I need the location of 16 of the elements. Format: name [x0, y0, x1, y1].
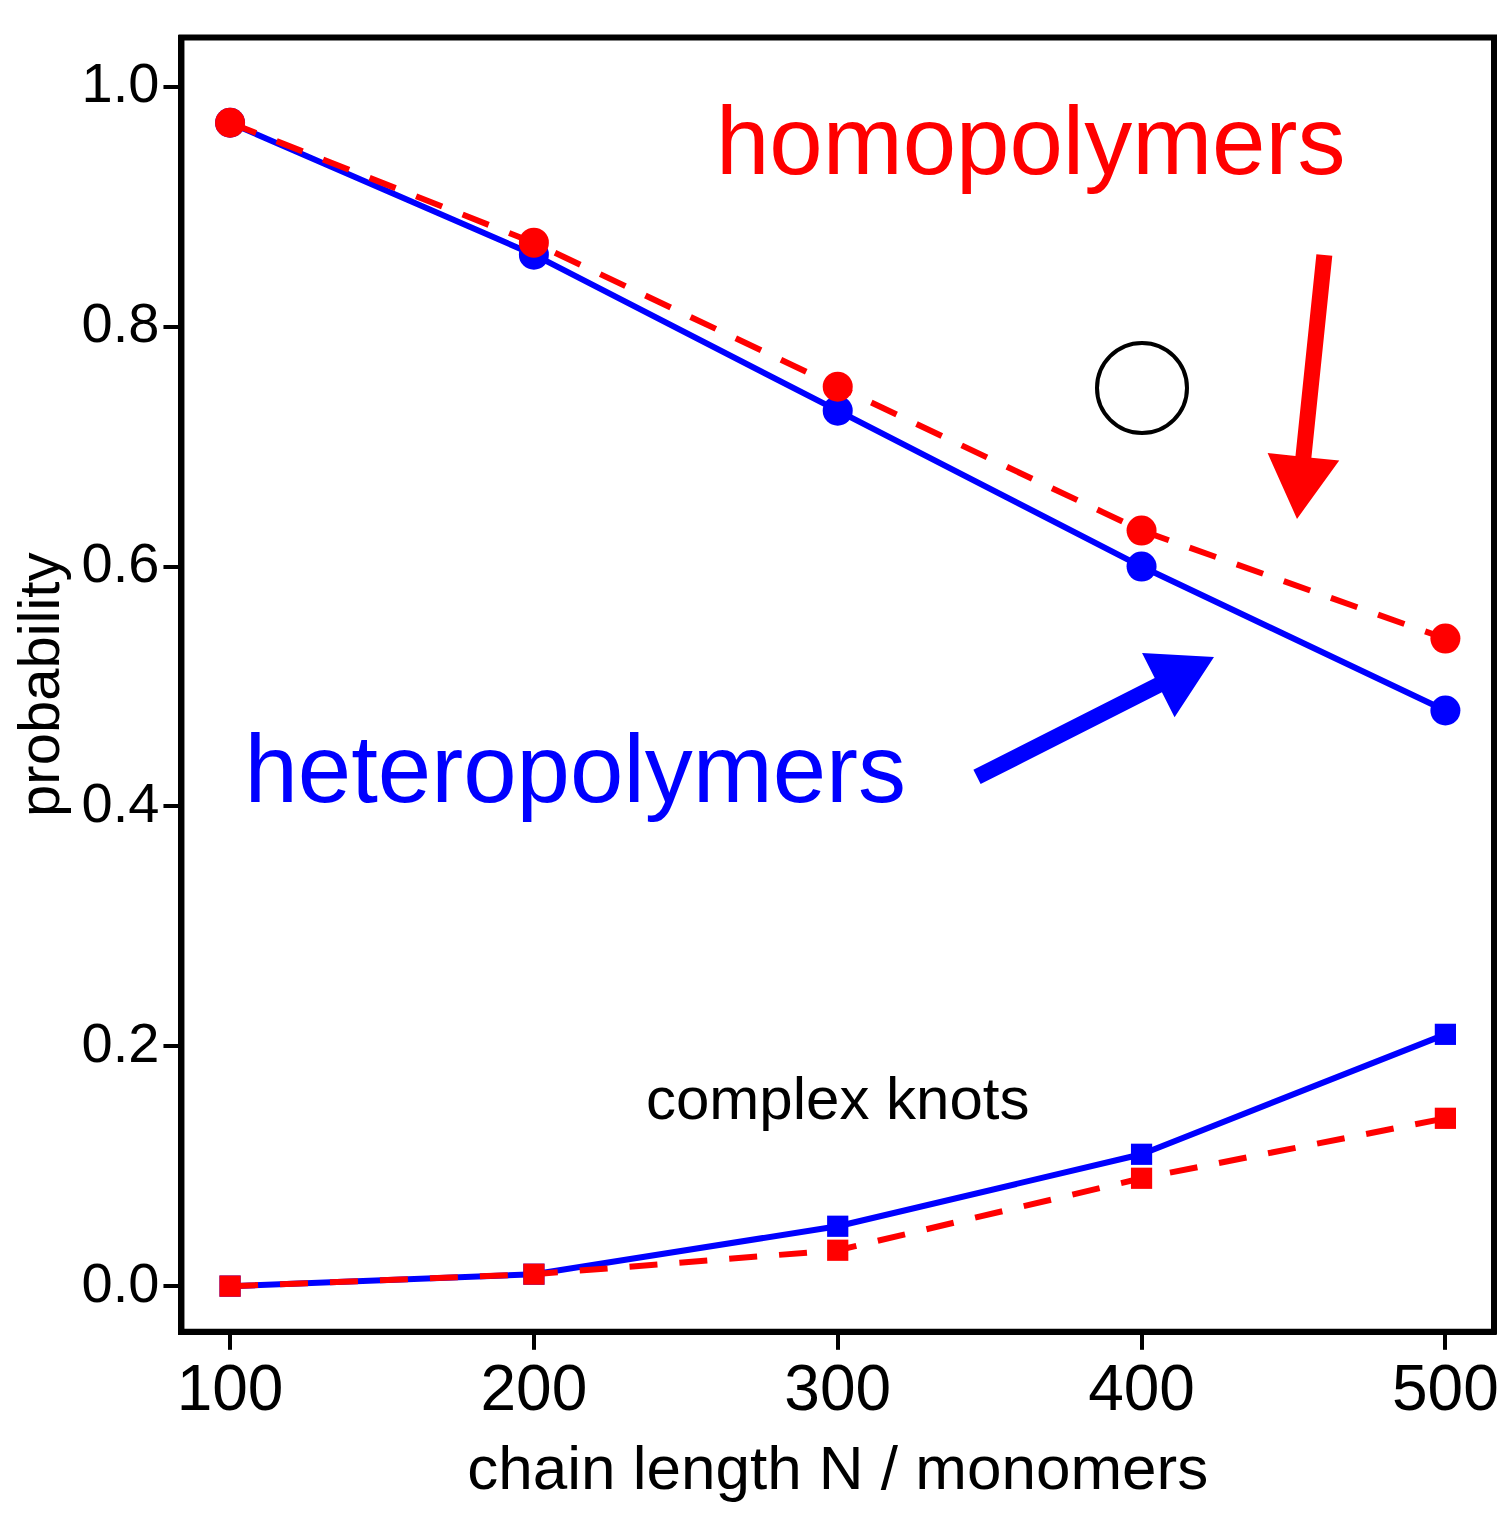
x-tick-label: 200	[480, 1351, 588, 1424]
y-tick-label: 0.8	[81, 291, 160, 355]
y-tick-label: 0.6	[81, 530, 160, 594]
x-tick-label: 100	[176, 1351, 284, 1424]
y-tick-label: 0.2	[81, 1010, 160, 1074]
y-tick-label: 0.0	[81, 1250, 160, 1314]
annotation: complex knots	[645, 1065, 1030, 1133]
x-tick-label: 300	[784, 1351, 892, 1424]
y-axis-title: probability	[5, 552, 71, 817]
x-tick-label: 400	[1088, 1351, 1195, 1424]
y-tick-label: 1.0	[81, 51, 160, 115]
text: heteropolymers	[244, 714, 907, 822]
x-axis-title: chain length N / monomers	[467, 1432, 1209, 1502]
series-label: homopolymers	[715, 87, 1346, 195]
y-tick-label: 0.4	[81, 770, 160, 834]
x-tick-label: 500	[1392, 1351, 1499, 1424]
